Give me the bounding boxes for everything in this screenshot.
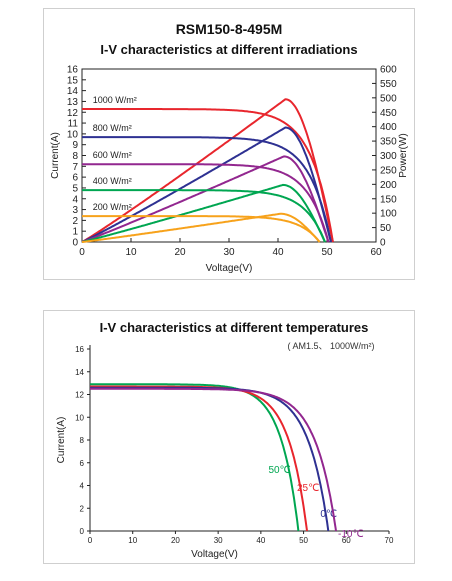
y-tick-label: 10 (67, 129, 79, 140)
y-tick-label: 2 (72, 216, 78, 227)
series-label: 25℃ (297, 483, 319, 494)
temperature-chart: I-V characteristics at different tempera… (56, 320, 394, 560)
chart-title: I-V characteristics at different tempera… (100, 320, 369, 335)
pv-curve-line (81, 212, 321, 243)
y-tick-label: 2 (80, 504, 85, 513)
x-tick-label: 40 (256, 536, 265, 545)
y2-tick-label: 150 (380, 194, 397, 205)
y-tick-label: 11 (68, 119, 79, 130)
y-tick-label: 10 (75, 413, 84, 422)
series-label: 400 W/m² (93, 176, 132, 186)
y2-tick-label: 400 (380, 122, 397, 133)
x-tick-label: 10 (125, 247, 137, 258)
y-tick-label: 8 (80, 436, 85, 445)
y2-tick-label: 250 (380, 165, 397, 176)
y2-tick-label: 300 (380, 151, 397, 162)
x-tick-label: 0 (88, 536, 93, 545)
y-tick-label: 12 (75, 391, 84, 400)
x-tick-label: 30 (223, 247, 235, 258)
y-tick-label: 12 (67, 108, 79, 119)
x-tick-label: 50 (321, 247, 333, 258)
iv-curve-line (90, 386, 330, 532)
temperature-chart-panel: I-V characteristics at different tempera… (43, 310, 415, 564)
iv-curve-line (81, 163, 330, 243)
y2-tick-label: 0 (380, 238, 386, 249)
y-tick-label: 5 (72, 183, 78, 194)
chart-title: RSM150-8-495M (176, 21, 283, 37)
series-label: 50℃ (268, 465, 290, 476)
y2-tick-label: 600 (380, 65, 397, 76)
y2-tick-label: 200 (380, 180, 397, 191)
x-tick-label: 20 (171, 536, 180, 545)
iv-curve-line (82, 189, 326, 243)
x-tick-label: 40 (272, 247, 284, 258)
x-tick-label: 70 (385, 536, 394, 545)
y-axis-label: Current(A) (56, 417, 67, 464)
pv-curve-line (81, 98, 334, 243)
y-tick-label: 13 (67, 97, 79, 108)
y-tick-label: 1 (72, 227, 78, 238)
iv-curve-line (82, 136, 332, 243)
irradiation-chart-panel: RSM150-8-495M I-V characteristics at diff… (43, 8, 415, 280)
y2-tick-label: 550 (380, 79, 397, 90)
series-label: 600 W/m² (93, 150, 132, 160)
iv-curve-line (90, 383, 300, 532)
y2-tick-label: 450 (380, 108, 397, 119)
x-tick-label: 60 (342, 536, 351, 545)
y-tick-label: 6 (80, 459, 85, 468)
y-tick-label: 9 (72, 140, 78, 151)
y-tick-label: 4 (72, 194, 78, 205)
y2-axis-label: Power(W) (398, 133, 409, 177)
chart-subtitle: I-V characteristics at different irradia… (100, 42, 357, 57)
y2-tick-label: 350 (380, 137, 397, 148)
y-tick-label: 15 (67, 75, 79, 86)
y-tick-label: 14 (67, 86, 79, 97)
series-label: 800 W/m² (93, 123, 132, 133)
x-tick-label: 30 (214, 536, 223, 545)
x-tick-label: 50 (299, 536, 308, 545)
series-label: 0℃ (320, 509, 337, 520)
y-tick-label: 7 (72, 162, 78, 173)
pv-curve-line (81, 126, 332, 243)
y-tick-label: 6 (72, 173, 78, 184)
y-axis-label: Current(A) (50, 132, 61, 179)
series-label: 200 W/m² (93, 202, 132, 212)
y-tick-label: 4 (80, 482, 85, 491)
iv-curve-line (82, 215, 321, 243)
x-tick-label: 10 (128, 536, 137, 545)
series-label: -10℃ (338, 529, 364, 540)
y-tick-label: 16 (67, 65, 79, 76)
y-tick-label: 16 (75, 345, 84, 354)
y-tick-label: 14 (75, 368, 84, 377)
y2-tick-label: 100 (380, 209, 397, 220)
x-tick-label: 0 (79, 247, 85, 258)
y-tick-label: 8 (72, 151, 78, 162)
x-axis-label: Voltage(V) (206, 263, 253, 274)
x-axis-label: Voltage(V) (191, 549, 238, 560)
y-tick-label: 0 (80, 527, 85, 536)
y2-tick-label: 50 (380, 223, 392, 234)
iv-curve-line (90, 385, 308, 532)
series-label: 1000 W/m² (93, 95, 137, 105)
iv-curve-line (90, 387, 337, 532)
y-tick-label: 0 (72, 238, 78, 249)
x-tick-label: 20 (174, 247, 186, 258)
chart-subtitle: ( AM1.5、 1000W/m²) (287, 341, 374, 351)
irradiation-chart: RSM150-8-495M I-V characteristics at diff… (50, 21, 409, 274)
y-tick-label: 3 (72, 205, 78, 216)
x-tick-label: 60 (370, 247, 382, 258)
pv-curve-line (81, 183, 326, 243)
y2-tick-label: 500 (380, 93, 397, 104)
iv-curve-line (82, 108, 334, 243)
